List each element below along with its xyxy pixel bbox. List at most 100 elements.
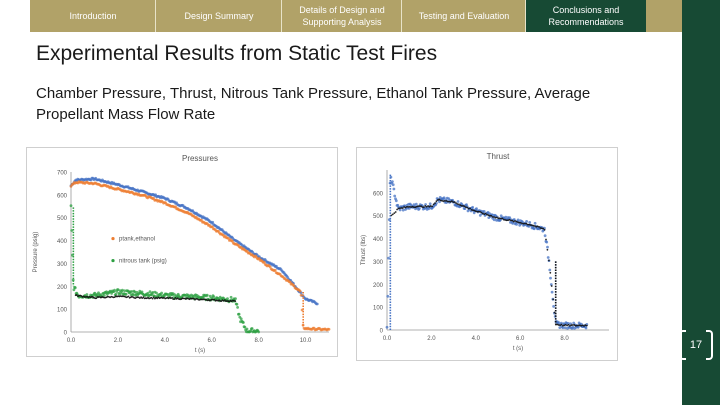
data-point — [234, 297, 237, 300]
data-point — [508, 216, 512, 219]
data-point — [475, 207, 478, 210]
data-point — [396, 203, 400, 207]
data-point — [532, 227, 536, 231]
data-point — [220, 300, 223, 302]
data-point — [72, 288, 76, 292]
data-point — [411, 205, 414, 208]
tab-label: Introduction — [69, 11, 117, 21]
x-axis-label: t (s) — [513, 346, 523, 352]
tab-details-of-design[interactable]: Details of Design and Supporting Analysi… — [282, 0, 402, 32]
data-point — [394, 211, 397, 213]
x-tick-label: 10.0 — [300, 338, 312, 344]
data-point — [564, 323, 567, 326]
data-point — [499, 214, 503, 218]
data-point — [543, 234, 547, 238]
tab-introduction[interactable]: Introduction — [30, 0, 156, 32]
data-point — [133, 290, 137, 294]
tab-design-summary[interactable]: Design Summary — [156, 0, 282, 32]
data-point — [577, 324, 580, 327]
data-point — [576, 325, 580, 329]
data-point — [492, 218, 496, 222]
data-point — [391, 180, 394, 183]
data-point — [583, 325, 585, 327]
x-tick-label: 0.0 — [383, 336, 392, 342]
data-point — [429, 205, 432, 207]
data-point — [420, 205, 422, 208]
data-point — [243, 325, 247, 329]
data-point — [456, 200, 460, 203]
data-point — [562, 324, 564, 327]
data-point — [394, 199, 398, 203]
data-point — [542, 227, 545, 230]
tab-conclusions[interactable]: Conclusions and Recommendations — [526, 0, 646, 32]
data-point — [146, 291, 150, 295]
data-point — [500, 217, 502, 220]
data-point — [449, 201, 452, 203]
x-tick-label: 8.0 — [254, 338, 263, 344]
series-0 — [69, 176, 319, 306]
data-point — [533, 221, 537, 225]
data-point — [545, 240, 549, 244]
data-point — [469, 207, 471, 210]
data-point — [415, 205, 418, 208]
data-point — [414, 206, 417, 209]
data-point — [504, 219, 507, 221]
x-tick-label: 4.0 — [472, 336, 481, 342]
data-point — [116, 288, 120, 291]
data-point — [443, 200, 446, 202]
y-tick-label: 600 — [57, 193, 68, 199]
data-point — [428, 202, 432, 206]
data-point — [525, 222, 528, 225]
data-point — [451, 200, 453, 203]
data-point — [578, 324, 581, 327]
data-point — [174, 297, 177, 299]
thrust-chart-box: Thrust 0 100 200 300 400 500 600 0.0 2.0 4.0 6.0 8.0… — [356, 147, 618, 361]
data-point — [193, 297, 195, 300]
data-point — [142, 296, 145, 299]
y-axis-label: Thrust (lbs) — [361, 235, 367, 265]
data-point — [497, 217, 500, 220]
data-point — [85, 293, 89, 296]
data-point — [476, 210, 479, 213]
tab-label: Details of Design and Supporting Analysi… — [299, 5, 385, 27]
data-point — [488, 214, 491, 217]
data-point — [406, 205, 408, 208]
data-point — [73, 286, 77, 290]
data-point — [396, 208, 398, 211]
data-point — [403, 206, 405, 208]
data-point — [386, 294, 390, 298]
data-point — [503, 218, 505, 221]
slide-subtitle: Chamber Pressure, Thrust, Nitrous Tank P… — [36, 85, 591, 123]
page-number: 17 — [689, 339, 703, 351]
tab-label: Design Summary — [184, 11, 254, 21]
data-point — [404, 206, 407, 209]
data-point — [226, 297, 229, 300]
data-point — [484, 212, 487, 215]
data-point — [508, 218, 511, 221]
data-point — [460, 205, 463, 207]
data-point — [93, 291, 97, 295]
data-point — [478, 214, 482, 217]
data-point — [479, 210, 481, 213]
data-point — [573, 324, 576, 326]
data-point — [482, 210, 486, 213]
y-tick-label: 600 — [373, 191, 384, 197]
data-point — [456, 203, 459, 205]
data-point — [123, 289, 126, 293]
data-point — [526, 223, 529, 226]
data-point — [493, 216, 495, 218]
data-point — [315, 302, 319, 306]
data-point — [471, 205, 474, 209]
data-point — [563, 324, 566, 327]
data-point — [431, 205, 434, 208]
data-point — [480, 211, 483, 214]
data-point — [425, 205, 428, 208]
data-point — [507, 219, 509, 222]
tab-testing-and-evaluation[interactable]: Testing and Evaluation — [402, 0, 526, 32]
data-point — [428, 205, 431, 208]
page-number-bracket-left — [679, 330, 686, 360]
data-point — [150, 296, 153, 299]
tab-label: Testing and Evaluation — [418, 11, 510, 21]
y-tick-label: 500 — [57, 216, 68, 222]
data-point — [152, 296, 155, 299]
